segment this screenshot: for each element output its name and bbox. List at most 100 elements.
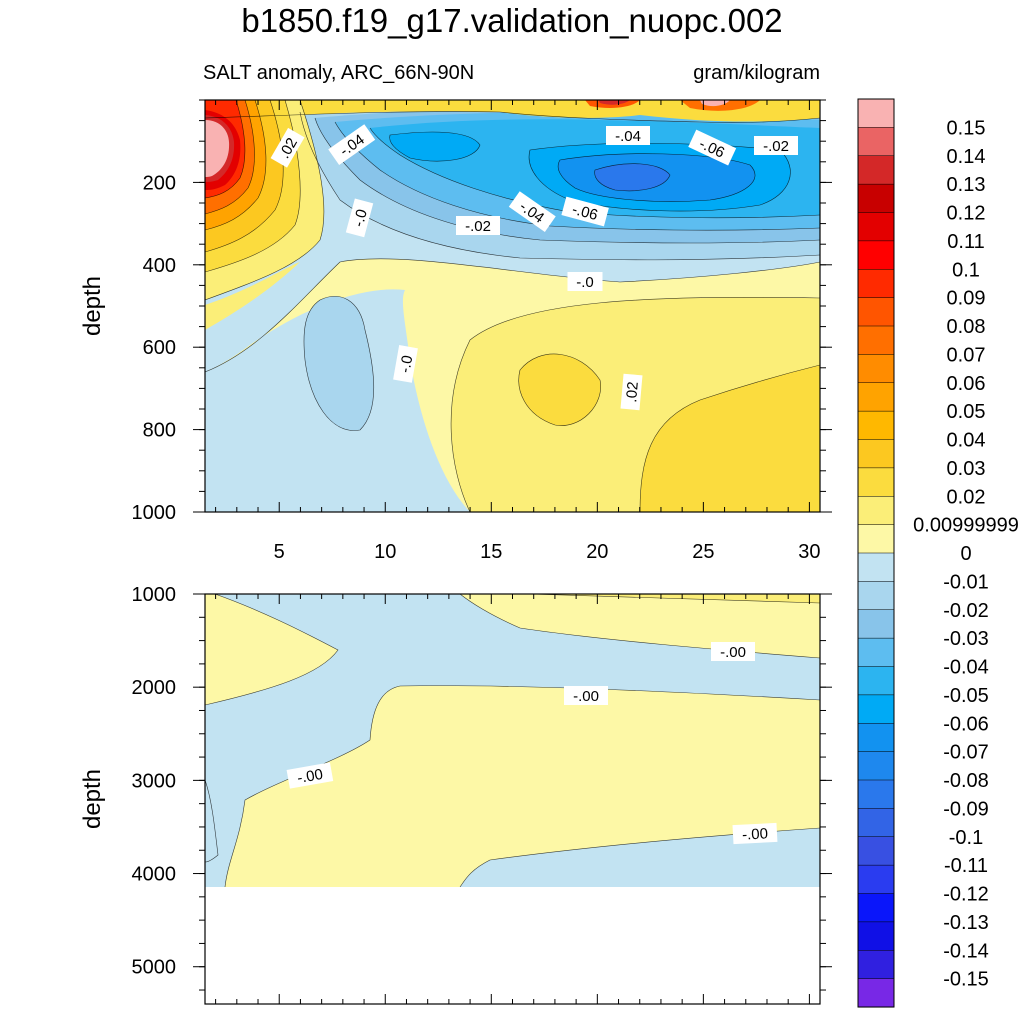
band-pos-left-tongue <box>205 594 338 705</box>
colorbar-label: -0.06 <box>943 713 989 735</box>
colorbar-label: 0.15 <box>947 117 986 139</box>
band-neg-0.08 <box>594 163 670 191</box>
colorbar-swatch <box>857 98 895 128</box>
x-tick-label-10: 10 <box>374 541 396 563</box>
colorbar-swatch <box>857 779 895 809</box>
colorbar-label: -0.13 <box>943 912 989 934</box>
colorbar-label: -0.04 <box>943 657 989 679</box>
colorbar-label: -0.02 <box>943 600 989 622</box>
colorbar-swatch <box>857 581 895 611</box>
colorbar-swatch <box>857 496 895 526</box>
colorbar-label: -0.1 <box>949 827 983 849</box>
svg-text:-.00: -.00 <box>742 825 769 843</box>
bottom-axis-ticks: 1000 2000 3000 4000 5000 <box>132 584 832 1004</box>
band-surface-red4 <box>680 100 760 111</box>
colorbar-swatch <box>857 325 895 355</box>
colorbar-swatch <box>857 297 895 327</box>
band-pos-0.01 <box>205 262 300 330</box>
colorbar-label: 0.11 <box>947 231 984 253</box>
colorbar-swatch <box>857 723 895 753</box>
colorbar-label: -0.15 <box>943 969 989 991</box>
colorbar-label: 0.07 <box>947 344 986 366</box>
svg-text:-.02: -.02 <box>763 138 789 155</box>
colorbar-label: 0 <box>960 543 971 565</box>
y-tick-label-600: 600 <box>143 337 176 359</box>
colorbar-label: 0.08 <box>947 316 986 338</box>
band-plume-0.15 <box>205 120 230 177</box>
colorbar-swatch <box>857 609 895 639</box>
svg-text:-.00: -.00 <box>720 644 746 661</box>
colorbar-swatch <box>857 921 895 951</box>
y-tick-label-400: 400 <box>143 255 176 277</box>
band-neg-0.06 <box>389 132 480 162</box>
band-neg-0.02-blob <box>303 296 374 431</box>
colorbar-label: -0.11 <box>944 855 988 877</box>
colorbar-swatch <box>857 552 895 582</box>
colorbar-label: 0.1 <box>952 259 980 281</box>
y-tick-label-4000: 4000 <box>132 864 177 886</box>
contour-label: -.00 <box>286 762 334 789</box>
colorbar-label: 0.05 <box>947 401 986 423</box>
y-tick-label-1000: 1000 <box>132 584 177 606</box>
colorbar-label: -0.03 <box>943 628 989 650</box>
colorbar-label: 0.09 <box>947 288 986 310</box>
colorbar-swatch <box>857 410 895 441</box>
colorbar-swatch <box>857 694 895 724</box>
y-tick-label-200: 200 <box>143 172 176 194</box>
colorbar-swatch <box>857 155 895 185</box>
colorbar-swatch <box>857 978 895 1008</box>
y-axis-title-top: depth <box>79 276 106 336</box>
band-surface-pink <box>700 100 730 107</box>
colorbar-label: 0.06 <box>947 373 986 395</box>
colorbar-swatch <box>857 183 895 214</box>
svg-text:-.0: -.0 <box>397 354 417 374</box>
colorbar-swatch <box>857 893 895 923</box>
colorbar-label: -0.08 <box>943 770 989 792</box>
x-tick-label-20: 20 <box>586 541 608 563</box>
x-tick-label-30: 30 <box>798 541 820 563</box>
y-axis-title-bottom: depth <box>79 769 106 829</box>
colorbar-swatch <box>857 808 895 838</box>
svg-text:-.0: -.0 <box>350 207 371 228</box>
contour-labels: .02 -.04-.04-.02-.0 -.06-.04 -.06 -.02-.0-.0… <box>270 124 798 845</box>
contour-label: -.00 <box>564 686 608 705</box>
colorbar-swatch <box>857 269 895 299</box>
y-tick-label-5000: 5000 <box>132 957 177 979</box>
svg-text:-.02: -.02 <box>465 218 491 235</box>
band-pos-0.02b <box>640 365 820 512</box>
colorbar-label: -0.14 <box>943 940 989 962</box>
colorbar-label: 0.12 <box>947 203 986 225</box>
band-pos-0.02 <box>518 353 601 426</box>
colorbar-swatch <box>857 864 895 895</box>
contour-label: -.06 <box>561 196 609 227</box>
colorbar-label: -0.05 <box>943 685 989 707</box>
colorbar: 0.15 0.14 0.13 0.12 0.11 0.1 0.09 0.08 0.07 0.06 0… <box>857 98 1019 1008</box>
colorbar-label: 0.02 <box>947 486 986 508</box>
contour-label: -.00 <box>732 822 778 845</box>
y-tick-label-2000: 2000 <box>132 677 177 699</box>
colorbar-swatch <box>857 439 895 469</box>
contour-label: -.02 <box>754 136 798 155</box>
contour-label: .02 <box>620 373 643 411</box>
colorbar-swatch <box>857 666 895 696</box>
band-surface-red3 <box>598 100 630 105</box>
colorbar-swatch <box>857 354 895 384</box>
band-pos-middle <box>225 685 820 887</box>
contour-label: -.0 <box>393 345 418 383</box>
colorbar-label: 0.14 <box>947 146 986 168</box>
colorbar-swatch <box>857 212 895 242</box>
contour-label: -.02 <box>456 216 500 235</box>
colorbar-label: 0.04 <box>947 430 986 452</box>
contour-label: -.0 <box>567 272 603 291</box>
svg-text:-.0: -.0 <box>576 274 594 291</box>
contour-label: -.04 <box>606 126 650 145</box>
contour-label: -.0 <box>345 198 374 238</box>
colorbar-label: 0.03 <box>947 458 986 480</box>
bottom-panel-contours <box>205 594 820 887</box>
svg-text:-.04: -.04 <box>615 128 641 145</box>
colorbar-label: -0.09 <box>943 798 989 820</box>
x-tick-label-5: 5 <box>274 541 285 563</box>
colorbar-label: 0.00999999 <box>913 515 1019 537</box>
plot-title: b1850.f19_g17.validation_nuopc.002 <box>241 2 783 39</box>
